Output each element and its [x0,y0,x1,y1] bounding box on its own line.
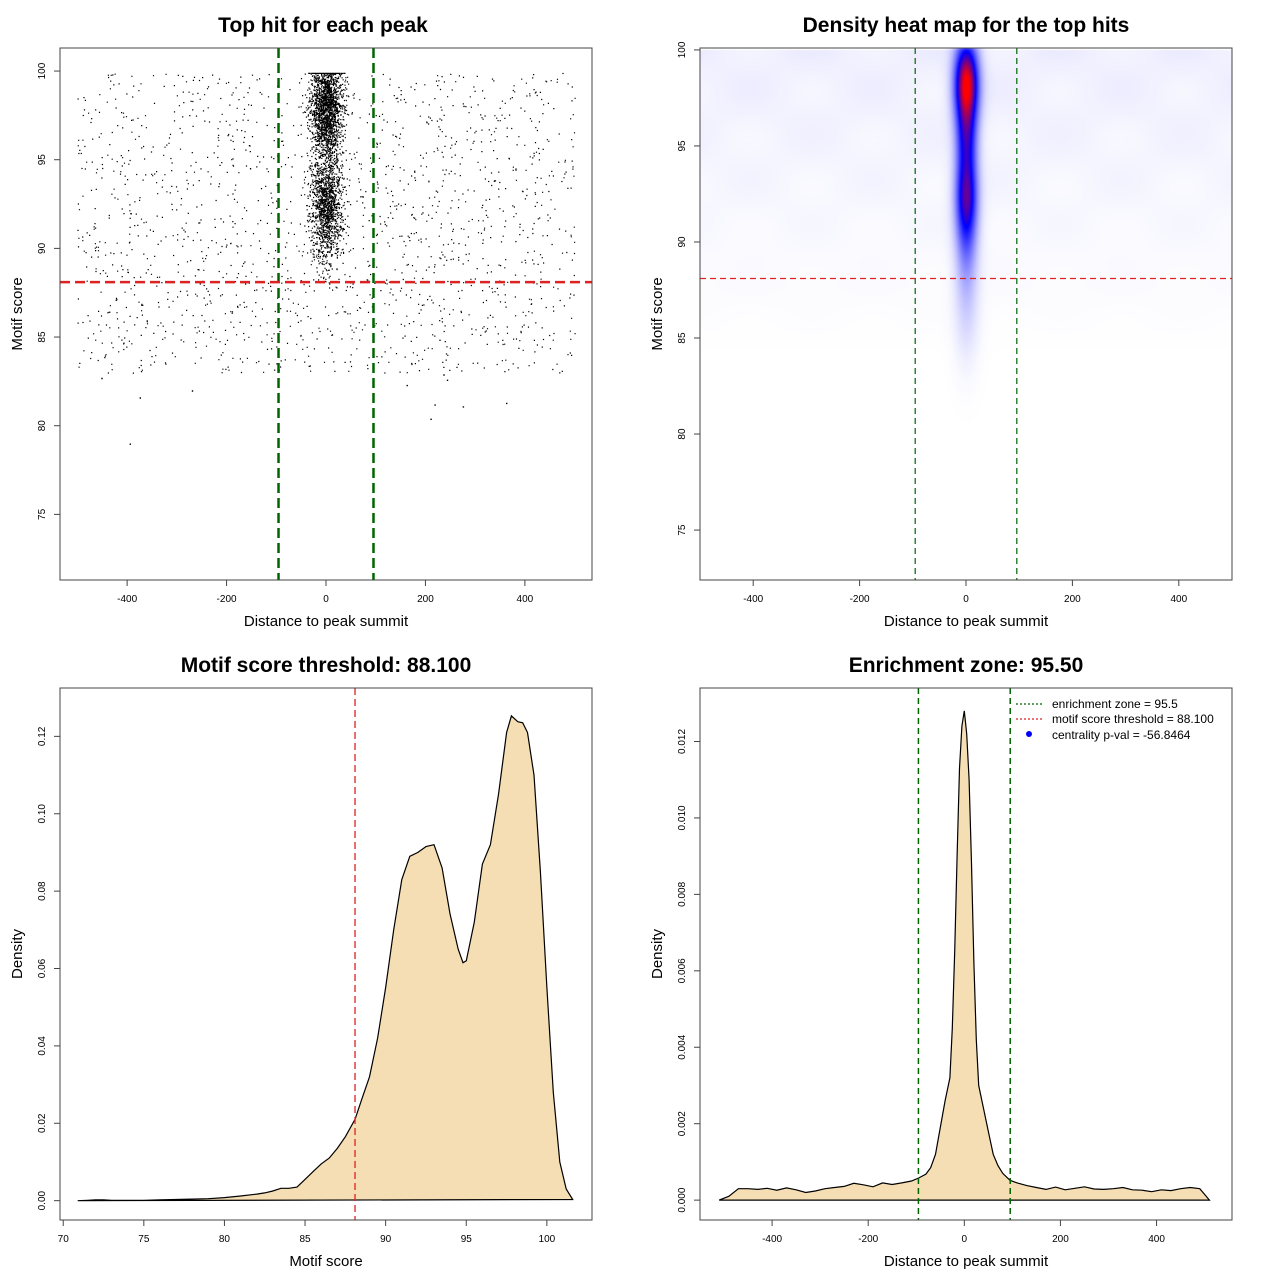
y-axis-label: Motif score [649,277,666,350]
x-tick-label: 400 [1148,1234,1165,1245]
x-axis: -400 -200 0 200 400 [117,580,534,605]
y-tick-label: 85 [677,332,688,344]
y-tick-label: 95 [677,140,688,152]
x-tick-label: 0 [963,594,969,605]
x-tick-label: 200 [417,594,434,605]
y-tick-label: 0.12 [37,726,48,746]
y-tick-label: 95 [37,154,48,166]
x-tick-label: 0 [323,594,329,605]
y-tick-label: 85 [37,331,48,343]
panel-title: Top hit for each peak [218,14,428,37]
legend-item-threshold: motif score threshold = 88.100 [1016,712,1214,726]
x-axis-label: Distance to peak summit [244,613,409,630]
panel-title: Density heat map for the top hits [803,14,1130,37]
x-tick-label: 85 [299,1234,311,1245]
x-tick-label: 70 [58,1234,70,1245]
y-tick-label: 0.010 [677,805,688,830]
x-tick-label: -200 [850,594,870,605]
y-tick-label: 75 [37,508,48,520]
legend-label: motif score threshold = 88.100 [1052,712,1214,726]
y-tick-label: 80 [37,420,48,432]
panel-title: Motif score threshold: 88.100 [181,654,472,677]
y-tick-label: 0.04 [37,1036,48,1056]
y-tick-label: 0.004 [677,1034,688,1059]
y-tick-label: 0.00 [37,1190,48,1210]
heatmap-image [700,48,1232,580]
y-axis-label: Density [649,928,666,979]
x-tick-label: -400 [117,594,137,605]
y-tick-label: 90 [677,236,688,248]
panel-density-heatmap: Density heat map for the top hits -400 -2… [649,14,1233,630]
y-axis: 75 80 85 90 95 100 [37,62,60,520]
y-tick-label: 0.002 [677,1111,688,1136]
x-axis: 70 75 80 85 90 95 100 [58,1220,556,1245]
y-tick-label: 100 [677,41,688,58]
x-tick-label: 200 [1064,594,1081,605]
x-axis-label: Distance to peak summit [884,613,1049,630]
y-axis: 75 80 85 90 95 100 [677,41,700,536]
legend-item-centrality-pval: centrality p-val = -56.8464 [1026,728,1191,742]
x-tick-label: 75 [138,1234,150,1245]
y-tick-label: 0.000 [677,1187,688,1212]
y-tick-label: 0.006 [677,958,688,983]
density-curve [718,710,1211,1201]
panel-score-density: Motif score threshold: 88.100 70 75 80 85 90… [9,654,593,1270]
x-tick-label: 100 [539,1234,556,1245]
x-tick-label: 200 [1052,1234,1069,1245]
y-tick-label: 0.02 [37,1113,48,1133]
y-tick-label: 0.08 [37,881,48,901]
plot-frame [59,687,593,1221]
y-axis-label: Density [9,928,26,979]
legend-point-swatch [1026,731,1032,737]
x-tick-label: 400 [1170,594,1187,605]
y-tick-label: 0.012 [677,729,688,754]
x-tick-label: -400 [743,594,763,605]
x-axis-label: Distance to peak summit [884,1253,1049,1270]
y-tick-label: 75 [677,524,688,536]
x-axis: -400 -200 0 200 400 [762,1220,1165,1245]
x-tick-label: 400 [517,594,534,605]
legend-label: centrality p-val = -56.8464 [1052,728,1191,742]
y-tick-label: 80 [677,428,688,440]
plot-frame [699,687,1233,1221]
x-tick-label: -200 [858,1234,878,1245]
y-tick-label: 0.06 [37,958,48,978]
x-axis: -400 -200 0 200 400 [743,580,1188,605]
x-tick-label: 90 [380,1234,392,1245]
y-axis: 0.000 0.002 0.004 0.006 0.008 0.010 0.012 [677,729,700,1213]
y-tick-label: 100 [37,62,48,79]
y-tick-label: 0.10 [37,804,48,824]
legend: enrichment zone = 95.5 motif score thres… [1016,697,1214,742]
scatter-points [77,72,576,445]
y-axis: 0.00 0.02 0.04 0.06 0.08 0.10 0.12 [37,726,60,1210]
x-tick-label: -400 [762,1234,782,1245]
legend-label: enrichment zone = 95.5 [1052,697,1178,711]
x-tick-label: 80 [219,1234,231,1245]
panel-title: Enrichment zone: 95.50 [849,654,1084,677]
y-tick-label: 90 [37,242,48,254]
scatter-point-cloud [77,72,576,445]
x-tick-label: -200 [217,594,237,605]
density-curve [77,714,574,1202]
y-axis-label: Motif score [9,277,26,350]
y-tick-label: 0.008 [677,881,688,906]
x-tick-label: 95 [461,1234,473,1245]
panel-distance-density: Enrichment zone: 95.50 -400 -200 0 200 400 0… [649,654,1233,1270]
legend-item-enrichment-zone: enrichment zone = 95.5 [1016,697,1178,711]
panel-top-hit-scatter: Top hit for each peak -400 -200 0 200 400 75… [9,14,593,630]
x-tick-label: 0 [962,1234,968,1245]
x-axis-label: Motif score [289,1253,362,1270]
